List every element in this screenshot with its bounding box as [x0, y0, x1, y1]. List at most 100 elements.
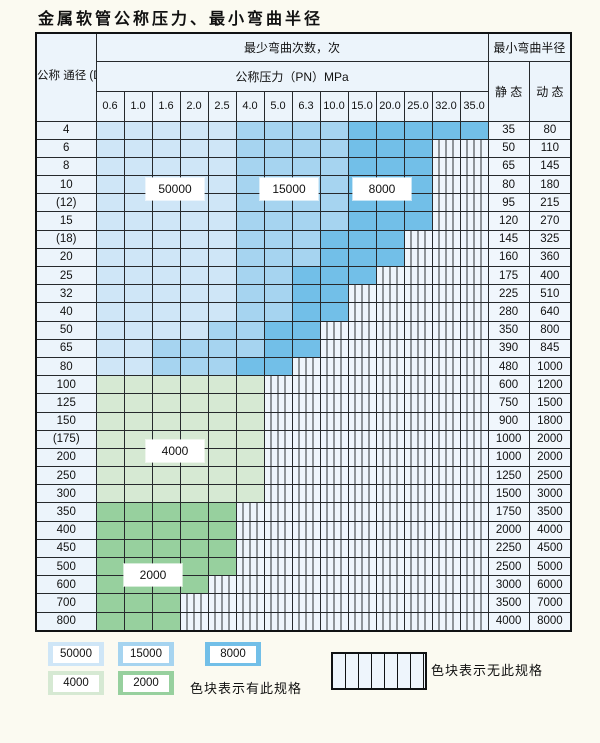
spec-cell-striped-no-spec [403, 393, 433, 413]
spec-cell-striped-no-spec [403, 520, 433, 540]
spec-cell-blue-light-50000-cycles [95, 193, 125, 213]
spec-cell-blue-mid-15000-cycles [319, 120, 349, 140]
spec-cell-green-mid-2000-cycles [123, 538, 153, 559]
pressure-header: 1.0 [123, 90, 153, 122]
spec-cell-striped-no-spec [459, 429, 489, 449]
spec-cell-green-light-4000-cycles [151, 466, 181, 486]
spec-cell-green-light-4000-cycles [207, 411, 237, 431]
spec-cell-striped-no-spec [291, 411, 321, 431]
dynamic-cell: 80 [528, 120, 572, 140]
table-row: 80 480 1000 [35, 356, 572, 377]
dynamic-cell: 110 [528, 138, 572, 158]
spec-cell-blue-light-50000-cycles [207, 211, 237, 231]
spec-cell-striped-no-spec [403, 466, 433, 486]
spec-cell-striped-no-spec [403, 338, 433, 358]
spec-cell-striped-no-spec [403, 429, 433, 449]
spec-cell-striped-no-spec [263, 556, 293, 577]
spec-cell-striped-no-spec [459, 375, 489, 395]
spec-cell-blue-light-50000-cycles [123, 356, 153, 377]
spec-cell-striped-no-spec [263, 538, 293, 559]
pressure-header: 15.0 [347, 90, 377, 122]
spec-cell-blue-dark-8000-cycles [347, 247, 377, 268]
table-row: 600 3000 6000 [35, 575, 572, 595]
spec-cell-green-mid-2000-cycles [123, 520, 153, 540]
static-cell: 390 [487, 338, 530, 358]
spec-cell-striped-no-spec [347, 429, 377, 449]
spec-cell-green-light-4000-cycles [207, 393, 237, 413]
dynamic-cell: 325 [528, 229, 572, 249]
static-cell: 480 [487, 356, 530, 377]
dynamic-cell: 360 [528, 247, 572, 268]
legend-block-2000: 2000 [118, 671, 174, 695]
spec-cell-blue-light-50000-cycles [95, 156, 125, 177]
dn-cell: 600 [35, 575, 97, 595]
spec-cell-blue-mid-15000-cycles [291, 120, 321, 140]
spec-cell-striped-no-spec [207, 593, 237, 613]
spec-cell-striped-no-spec [375, 575, 405, 595]
spec-cell-blue-light-50000-cycles [151, 247, 181, 268]
spec-cell-striped-no-spec [459, 538, 489, 559]
dynamic-cell: 3000 [528, 484, 572, 504]
spec-cell-blue-dark-8000-cycles [347, 229, 377, 249]
spec-cell-striped-no-spec [347, 356, 377, 377]
static-cell: 4000 [487, 611, 530, 632]
table-row: 6 50 110 [35, 138, 572, 158]
spec-cell-blue-light-50000-cycles [95, 120, 125, 140]
dynamic-cell: 845 [528, 338, 572, 358]
spec-cell-striped-no-spec [263, 611, 293, 632]
spec-cell-striped-no-spec [375, 520, 405, 540]
spec-cell-striped-no-spec [459, 556, 489, 577]
spec-cell-blue-light-50000-cycles [151, 120, 181, 140]
spec-cell-striped-no-spec [375, 502, 405, 522]
spec-cell-green-mid-2000-cycles [179, 502, 209, 522]
dn-cell: 25 [35, 265, 97, 286]
spec-cell-striped-no-spec [319, 375, 349, 395]
spec-cell-striped-no-spec [235, 556, 265, 577]
spec-cell-blue-mid-15000-cycles [319, 211, 349, 231]
spec-cell-blue-light-50000-cycles [123, 320, 153, 340]
dynamic-cell: 145 [528, 156, 572, 177]
spec-cell-striped-no-spec [431, 138, 461, 158]
spec-cell-green-mid-2000-cycles [179, 556, 209, 577]
spec-cell-striped-no-spec [375, 466, 405, 486]
spec-cell-blue-dark-8000-cycles [263, 338, 293, 358]
static-cell: 50 [487, 138, 530, 158]
spec-cell-striped-no-spec [459, 229, 489, 249]
pressure-header: 35.0 [459, 90, 489, 122]
spec-cell-green-light-4000-cycles [95, 466, 125, 486]
pressure-header: 32.0 [431, 90, 461, 122]
spec-table: 公称 通径 (DN) mm 最少弯曲次数，次 最小弯曲半径 公称压力（PN）MP… [35, 32, 573, 632]
spec-cell-green-light-4000-cycles [179, 411, 209, 431]
pressure-header: 6.3 [291, 90, 321, 122]
spec-cell-blue-mid-15000-cycles [319, 193, 349, 213]
dn-cell: (18) [35, 229, 97, 249]
page-title: 金属软管公称压力、最小弯曲半径 [38, 11, 324, 28]
spec-cell-striped-no-spec [403, 320, 433, 340]
spec-cell-striped-no-spec [375, 429, 405, 449]
spec-cell-blue-light-50000-cycles [207, 229, 237, 249]
spec-cell-blue-light-50000-cycles [179, 302, 209, 322]
spec-cell-blue-light-50000-cycles [207, 284, 237, 304]
spec-cell-blue-dark-8000-cycles [263, 320, 293, 340]
spec-cell-striped-no-spec [347, 593, 377, 613]
table-row: 20 160 360 [35, 247, 572, 268]
spec-cell-striped-no-spec [403, 265, 433, 286]
static-cell: 65 [487, 156, 530, 177]
spec-cell-striped-no-spec [431, 411, 461, 431]
spec-cell-blue-light-50000-cycles [123, 229, 153, 249]
dynamic-cell: 4500 [528, 538, 572, 559]
dn-cell: 6 [35, 138, 97, 158]
spec-cell-striped-no-spec [403, 484, 433, 504]
spec-cell-blue-light-50000-cycles [207, 138, 237, 158]
spec-cell-striped-no-spec [347, 611, 377, 632]
spec-cell-green-light-4000-cycles [151, 411, 181, 431]
spec-cell-striped-no-spec [319, 593, 349, 613]
static-cell: 280 [487, 302, 530, 322]
spec-cell-green-light-4000-cycles [235, 429, 265, 449]
spec-cell-blue-dark-8000-cycles [403, 120, 433, 140]
spec-cell-blue-light-50000-cycles [123, 284, 153, 304]
spec-cell-striped-no-spec [403, 556, 433, 577]
spec-cell-striped-no-spec [403, 375, 433, 395]
static-cell: 1000 [487, 429, 530, 449]
spec-cell-blue-mid-15000-cycles [235, 320, 265, 340]
